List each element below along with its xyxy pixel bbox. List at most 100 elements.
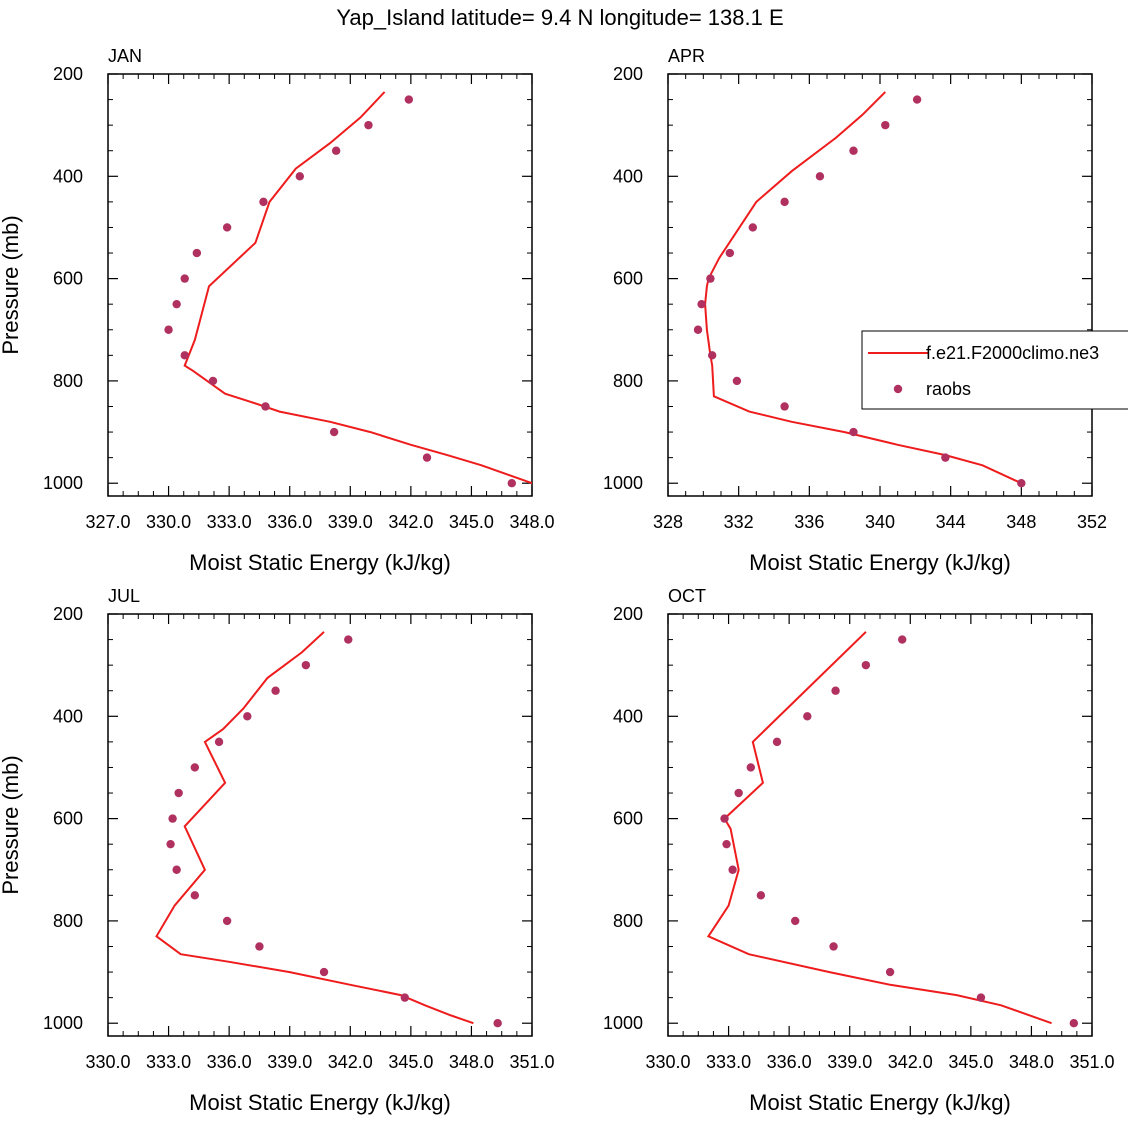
x-tick-label: 330.0 [645, 1052, 690, 1072]
y-tick-label: 400 [613, 706, 643, 726]
y-tick-label: 800 [613, 911, 643, 931]
x-tick-label: 345.0 [388, 1052, 433, 1072]
legend-label: f.e21.F2000climo.ne3 [926, 343, 1099, 363]
x-tick-label: 339.0 [827, 1052, 872, 1072]
raob-point [803, 712, 812, 721]
raob-point [732, 376, 742, 386]
raob-point [849, 146, 858, 155]
raob-point [208, 376, 218, 386]
model-line [706, 631, 1052, 1025]
raob-point [725, 248, 735, 258]
plot-area [155, 631, 502, 1028]
raob-point [172, 865, 181, 874]
legend-label: raobs [926, 379, 971, 399]
legend-marker-swatch [893, 384, 903, 394]
x-tick-label: 342.0 [888, 1052, 933, 1072]
panel-label: JAN [108, 46, 142, 66]
x-tick-label: 336.0 [267, 512, 312, 532]
x-tick-label: 348.0 [1009, 1052, 1054, 1072]
raob-point [898, 635, 907, 644]
plot-frame [667, 73, 1093, 497]
x-tick-label: 344 [936, 512, 966, 532]
y-tick-label: 200 [53, 604, 83, 624]
raob-point [831, 686, 840, 695]
y-tick-label: 800 [53, 371, 83, 391]
model-line [155, 631, 474, 1025]
raob-point [344, 635, 353, 644]
y-tick-label: 200 [613, 64, 643, 84]
raob-point [422, 453, 432, 462]
raob-point [168, 814, 177, 823]
y-tick-label: 600 [53, 269, 83, 289]
x-tick-label: 333.0 [207, 512, 252, 532]
raob-point [815, 172, 825, 181]
x-tick-label: 328 [653, 512, 683, 532]
x-tick-label: 336.0 [207, 1052, 252, 1072]
x-tick-label: 351.0 [1069, 1052, 1114, 1072]
raob-point [190, 891, 200, 900]
plot-area [693, 91, 1026, 488]
x-tick-label: 336.0 [767, 1052, 812, 1072]
y-tick-label: 600 [53, 809, 83, 829]
raob-point [748, 223, 757, 232]
raob-point [214, 737, 224, 747]
y-tick-label: 800 [53, 911, 83, 931]
raob-point [1017, 479, 1026, 488]
raob-point [301, 660, 311, 670]
raob-point [780, 197, 789, 207]
y-axis-title: Pressure (mb) [0, 215, 23, 354]
y-tick-label: 1000 [43, 1013, 83, 1033]
raob-point [404, 95, 414, 104]
raob-point [255, 942, 264, 951]
raob-point [164, 325, 173, 334]
x-tick-label: 352 [1077, 512, 1107, 532]
raob-point [400, 993, 409, 1002]
raob-point [707, 351, 717, 360]
raob-point [706, 274, 715, 283]
raob-point [166, 839, 175, 849]
x-tick-label: 333.0 [146, 1052, 191, 1072]
raob-point [507, 479, 517, 488]
raob-point [976, 993, 986, 1002]
raob-point [329, 427, 339, 437]
raob-point [180, 351, 189, 360]
y-axis-title: Pressure (mb) [0, 755, 23, 894]
x-tick-label: 351.0 [509, 1052, 554, 1072]
raob-point [746, 763, 755, 772]
raob-point [728, 865, 737, 874]
raob-point [180, 274, 189, 283]
raob-point [861, 660, 871, 670]
plot-frame [667, 613, 1093, 1037]
legend: f.e21.F2000climo.ne3 raobs [861, 330, 1128, 410]
panel-apr: 328 332 336 340 344 348 352 200 400 600 800 1000 Moi… [603, 46, 1107, 575]
y-tick-label: 400 [53, 166, 83, 186]
panel-oct: 330.0 333.0 336.0 339.0 342.0 345.0 348.0 351.0… [603, 586, 1115, 1115]
x-tick-label: 348.0 [449, 1052, 494, 1072]
raob-point [722, 839, 731, 849]
raob-point [295, 172, 305, 181]
x-tick-label: 348 [1006, 512, 1036, 532]
raob-point [791, 916, 800, 926]
raob-point [829, 942, 838, 951]
raob-point [881, 120, 890, 130]
y-tick-label: 800 [613, 371, 643, 391]
raob-point [849, 427, 858, 437]
raob-point [941, 453, 950, 462]
raob-point [693, 325, 703, 334]
y-tick-label: 1000 [603, 1013, 643, 1033]
x-tick-label: 345.0 [449, 512, 494, 532]
raob-point [493, 1019, 502, 1028]
x-tick-label: 327.0 [85, 512, 130, 532]
raob-point [912, 95, 922, 104]
x-tick-label: 332 [724, 512, 754, 532]
raob-point [190, 763, 200, 772]
raob-point [271, 686, 280, 695]
x-tick-label: 342.0 [388, 512, 433, 532]
x-tick-label: 336 [794, 512, 824, 532]
raob-point [319, 967, 329, 977]
x-axis-title: Moist Static Energy (kJ/kg) [189, 550, 451, 575]
y-tick-label: 600 [613, 269, 643, 289]
x-tick-label: 333.0 [706, 1052, 751, 1072]
legend-box [861, 330, 1128, 410]
